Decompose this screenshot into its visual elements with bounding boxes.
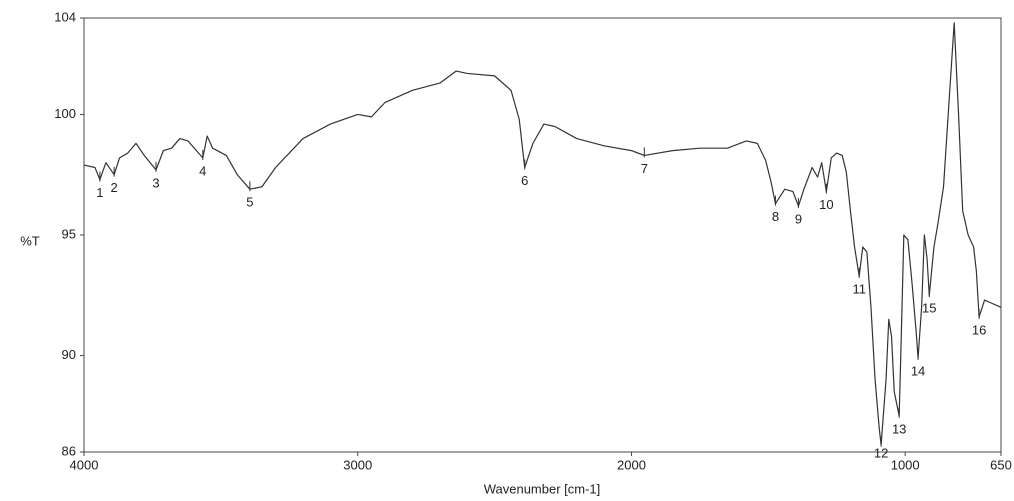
- plot-frame: [83, 17, 1002, 453]
- x-tick-label: 3000: [343, 457, 372, 472]
- x-tick-label: 4000: [70, 457, 99, 472]
- peak-label: 11: [852, 281, 866, 296]
- peak-label: 12: [874, 445, 888, 460]
- spectrum-line: [83, 22, 1002, 446]
- y-tick-label: 100: [54, 106, 76, 121]
- y-axis-label: %T: [20, 233, 40, 248]
- peak-label: 7: [641, 161, 648, 176]
- peak-label: 16: [972, 322, 986, 337]
- peak-label: 10: [819, 197, 833, 212]
- x-tick-label: 1000: [891, 457, 920, 472]
- y-tick-label: 86: [62, 443, 76, 458]
- peak-label: 5: [246, 195, 253, 210]
- peak-label: 4: [199, 163, 206, 178]
- y-tick-label: 104: [54, 9, 76, 24]
- y-tick-label: 90: [62, 347, 76, 362]
- peak-label: 9: [795, 212, 802, 227]
- peak-label: 13: [892, 421, 906, 436]
- peak-label: 3: [152, 175, 159, 190]
- x-axis-label: Wavenumber [cm-1]: [484, 481, 601, 496]
- peak-label: 6: [521, 173, 528, 188]
- peak-label: 8: [772, 209, 779, 224]
- y-tick-label: 95: [62, 226, 76, 241]
- peak-label: 14: [911, 363, 925, 378]
- x-tick-label: 2000: [617, 457, 646, 472]
- peak-label: 15: [922, 301, 936, 316]
- peak-label: 2: [110, 180, 117, 195]
- peak-label: 1: [96, 185, 103, 200]
- x-tick-label: 650: [990, 457, 1012, 472]
